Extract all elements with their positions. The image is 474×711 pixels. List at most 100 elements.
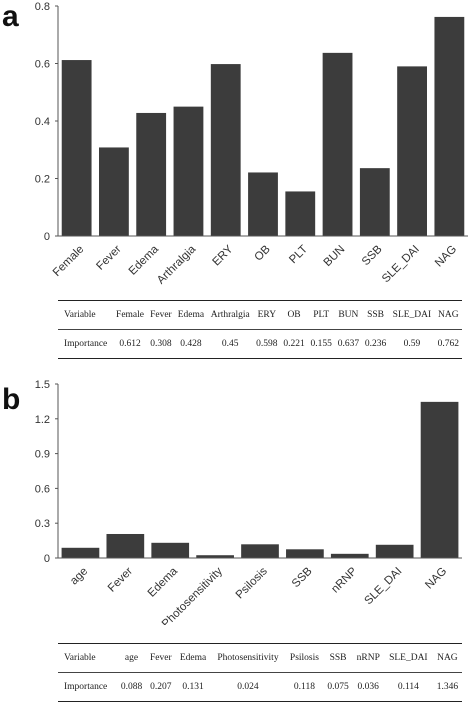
table-header-cell: age bbox=[116, 643, 147, 673]
table-b-importance-row: Importance 0.088 0.207 0.131 0.024 0.118 0.075… bbox=[58, 672, 462, 702]
table-header-cell: NAG bbox=[434, 300, 462, 330]
x-tick-label: NAG bbox=[423, 565, 449, 591]
table-value-cell: 0.118 bbox=[285, 672, 324, 702]
table-value-cell: Importance bbox=[58, 329, 113, 359]
x-tick-label: Psilosis bbox=[234, 565, 270, 601]
bar-fever bbox=[106, 533, 145, 558]
y-tick-label: 0.9 bbox=[35, 449, 50, 461]
table-value-cell: 0.612 bbox=[112, 329, 148, 359]
importance-table-a: Variable Female Fever Edema Arthralgia ERY OB P… bbox=[58, 300, 462, 359]
x-tick-label: SLE_DAI bbox=[363, 565, 405, 607]
y-tick-label: 1.2 bbox=[35, 414, 50, 426]
table-value-cell: 0.207 bbox=[146, 672, 176, 702]
table-header-cell: Arthralgia bbox=[207, 300, 254, 330]
bar-ssb bbox=[286, 549, 324, 558]
bar-bun bbox=[322, 52, 353, 236]
table-b-header-row: Variable age Fever Edema Photosensitivity Psi… bbox=[58, 643, 462, 673]
x-tick-label: Edema bbox=[146, 565, 181, 600]
x-tick-label: Fever bbox=[94, 243, 123, 272]
table-value-cell: 0.637 bbox=[334, 329, 362, 359]
y-tick-label: 0.8 bbox=[35, 1, 50, 13]
x-tick-label: PLT bbox=[287, 243, 310, 266]
bar-psilosis bbox=[241, 544, 279, 558]
table-header-cell: Fever bbox=[147, 300, 175, 330]
bar-female bbox=[61, 60, 92, 236]
table-value-cell: Importance bbox=[58, 672, 117, 702]
bar-ery bbox=[210, 64, 241, 236]
bar-ssb bbox=[359, 168, 390, 236]
x-tick-label: nRNP bbox=[329, 565, 359, 595]
table-header-cell: SLE_DAI bbox=[389, 300, 435, 330]
x-tick-label: Female bbox=[51, 243, 87, 279]
table-value-cell: 0.762 bbox=[434, 329, 462, 359]
table-a-header-row: Variable Female Fever Edema Arthralgia ERY OB P… bbox=[58, 300, 462, 330]
y-tick-label: 0 bbox=[44, 231, 50, 243]
panel-b-label: b bbox=[2, 383, 21, 416]
y-tick-label: 0 bbox=[44, 553, 50, 565]
table-value-cell: 0.036 bbox=[352, 672, 384, 702]
bar-nag bbox=[434, 16, 465, 237]
table-header-cell: Psilosis bbox=[285, 643, 324, 673]
table-header-cell: PLT bbox=[307, 300, 335, 330]
x-tick-label: OB bbox=[253, 243, 273, 263]
x-tick-label: age bbox=[68, 565, 90, 587]
table-header-cell: nRNP bbox=[352, 643, 384, 673]
table-header-cell: BUN bbox=[334, 300, 362, 330]
table-header-cell: OB bbox=[280, 300, 308, 330]
bar-sle-dai bbox=[397, 66, 427, 236]
table-header-cell: SSB bbox=[323, 643, 353, 673]
table-value-cell: 0.236 bbox=[361, 329, 390, 359]
table-header-cell: Fever bbox=[146, 643, 176, 673]
x-tick-label: Arthralgia bbox=[155, 243, 199, 287]
x-tick-label: SLE_DAI bbox=[380, 243, 422, 285]
bar-ob bbox=[248, 172, 278, 236]
bar-plt bbox=[285, 191, 316, 236]
table-value-cell: 0.59 bbox=[389, 329, 435, 359]
table-header-cell: Edema bbox=[174, 300, 208, 330]
bar-fever bbox=[99, 147, 129, 236]
table-value-cell: 0.131 bbox=[175, 672, 211, 702]
x-tick-label: SSB bbox=[360, 243, 385, 268]
table-value-cell: 0.598 bbox=[253, 329, 281, 359]
table-value-cell: 0.024 bbox=[210, 672, 286, 702]
x-tick-label: NAG bbox=[433, 243, 459, 269]
x-tick-label: Fever bbox=[106, 565, 135, 594]
bar-photosensitivity bbox=[196, 555, 234, 558]
y-tick-label: 0.3 bbox=[35, 518, 50, 530]
bar-arthralgia bbox=[173, 106, 204, 237]
table-value-cell: 0.155 bbox=[307, 329, 335, 359]
table-header-cell: Variable bbox=[58, 300, 113, 330]
table-value-cell: 0.221 bbox=[280, 329, 308, 359]
importance-table-b: Variable age Fever Edema Photosensitivity Psi… bbox=[58, 643, 462, 702]
bar-age bbox=[61, 547, 100, 558]
table-value-cell: 0.075 bbox=[323, 672, 353, 702]
table-header-cell: SSB bbox=[361, 300, 390, 330]
panel-a-label: a bbox=[2, 0, 19, 33]
y-tick-label: 1.5 bbox=[35, 379, 50, 391]
table-header-cell: NAG bbox=[432, 643, 462, 673]
table-value-cell: 0.428 bbox=[174, 329, 208, 359]
x-tick-label: BUN bbox=[322, 243, 348, 269]
table-value-cell: 0.088 bbox=[116, 672, 147, 702]
table-header-cell: Variable bbox=[58, 643, 117, 673]
table-value-cell: 1.346 bbox=[432, 672, 462, 702]
y-tick-label: 0.6 bbox=[35, 59, 50, 71]
x-tick-label: Edema bbox=[127, 243, 162, 278]
table-header-cell: SLE_DAI bbox=[383, 643, 433, 673]
table-value-cell: 0.114 bbox=[383, 672, 433, 702]
table-header-cell: Female bbox=[112, 300, 148, 330]
table-value-cell: 0.308 bbox=[147, 329, 175, 359]
bar-edema bbox=[151, 542, 190, 558]
table-header-cell: Edema bbox=[175, 643, 211, 673]
bar-nrnp bbox=[330, 553, 369, 558]
bar-sle-dai bbox=[375, 544, 414, 558]
table-a-importance-row: Importance 0.612 0.308 0.428 0.45 0.598 0.221 0… bbox=[58, 329, 462, 359]
y-tick-label: 0.2 bbox=[35, 174, 50, 186]
bar-edema bbox=[136, 112, 167, 236]
x-tick-label: ERY bbox=[210, 243, 235, 268]
table-header-cell: Photosensitivity bbox=[210, 643, 286, 673]
y-tick-label: 0.6 bbox=[35, 483, 50, 495]
bar-nag bbox=[420, 401, 459, 558]
